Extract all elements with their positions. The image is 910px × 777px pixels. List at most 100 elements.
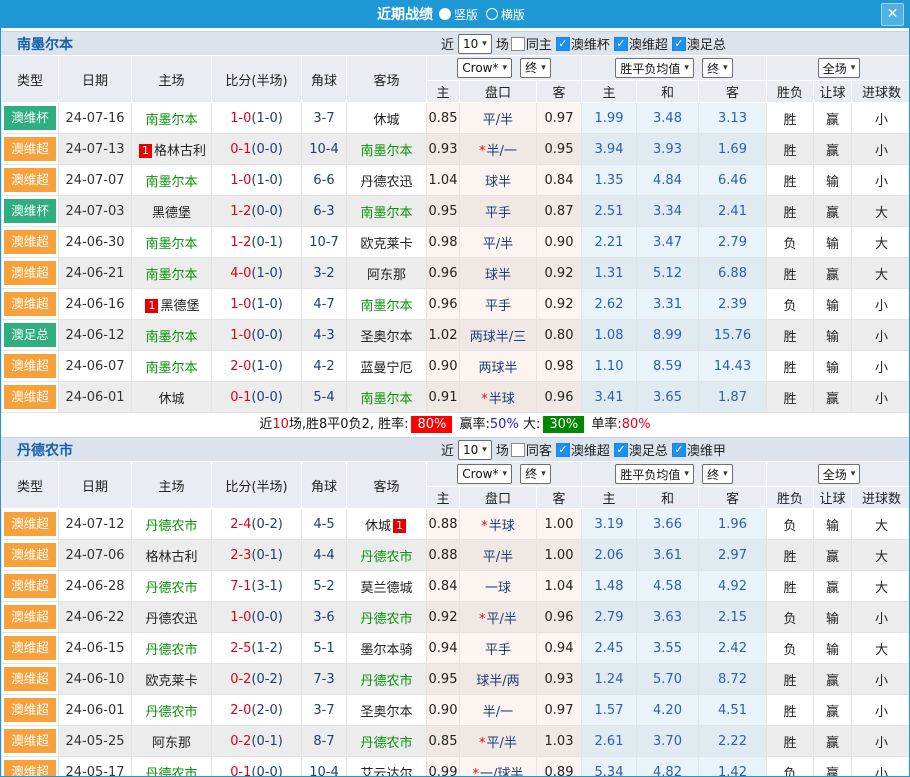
fulltime-select[interactable]: 全场 ▾ bbox=[817, 464, 861, 484]
home-odds: 0.90 bbox=[426, 350, 460, 382]
matches-count-select[interactable]: 10 ▾ bbox=[458, 439, 492, 460]
radio-vertical-layout[interactable] bbox=[438, 8, 451, 20]
col-date: 日期 bbox=[58, 55, 132, 103]
col-type: 类型 bbox=[1, 55, 59, 103]
odds-type-select[interactable]: 胜平负均值 ▾ bbox=[615, 464, 694, 484]
match-date: 24-07-06 bbox=[58, 539, 132, 571]
home-team: 黑德堡 bbox=[131, 195, 212, 227]
home-team: 丹德农市 bbox=[131, 694, 212, 726]
match-date: 24-05-25 bbox=[58, 725, 132, 757]
chevron-down-icon: ▾ bbox=[502, 469, 508, 480]
result-goals: 小 bbox=[851, 133, 909, 165]
filter-prefix-label: 近 bbox=[441, 444, 455, 459]
halftime-score: (0-2) bbox=[251, 671, 283, 687]
summary: 近10场,胜8平0负2, 胜率: 80% 赢率:50% 大: 30% 单率:80% bbox=[1, 413, 909, 437]
avg-draw-odds: 3.63 bbox=[636, 601, 699, 633]
sub-avg-away: 客 bbox=[697, 80, 768, 103]
league-cell: 澳维杯 bbox=[1, 102, 59, 134]
home-odds: 0.84 bbox=[426, 570, 460, 602]
result-goals: 大 bbox=[851, 257, 909, 289]
odds-type-select[interactable]: 胜平负均值 ▾ bbox=[615, 58, 694, 78]
result-handicap: 赢 bbox=[813, 570, 853, 602]
company-select[interactable]: Crow* ▾ bbox=[457, 58, 513, 79]
same-venue-checkbox[interactable] bbox=[510, 36, 525, 51]
divider bbox=[1, 28, 909, 31]
avg-home-odds: 1.99 bbox=[581, 102, 637, 134]
away-team: 丹德农迅 bbox=[346, 164, 427, 196]
league-checkbox-label: 澳足总 bbox=[686, 38, 726, 53]
filter-suffix-label: 场 bbox=[495, 38, 509, 53]
halftime-score: (1-2) bbox=[251, 640, 283, 656]
league-badge: 澳维超 bbox=[4, 760, 56, 776]
final-select-2[interactable]: 终 ▾ bbox=[702, 58, 733, 78]
titlebar: 近期战绩 竖版 横版 ✕ bbox=[1, 0, 909, 28]
league-badge: 澳维超 bbox=[4, 543, 56, 567]
avg-away-odds: 3.13 bbox=[697, 102, 768, 134]
matches-table: 类型 日期 主场 比分(半场) 角球 客场 Crow* ▾ 终 ▾ 胜平负均值 ▾ 终… bbox=[1, 461, 909, 777]
close-button[interactable]: ✕ bbox=[881, 3, 904, 26]
away-team-name: 艾云达尔 bbox=[360, 766, 413, 777]
league-checkbox[interactable]: ✓ bbox=[555, 442, 570, 457]
corners: 3-7 bbox=[301, 694, 347, 726]
final-select[interactable]: 终 ▾ bbox=[520, 463, 551, 484]
handicap-text: 平/半 bbox=[486, 611, 517, 627]
final-select[interactable]: 终 ▾ bbox=[520, 57, 551, 78]
avg-away-odds: 2.41 bbox=[697, 195, 768, 227]
result-goals: 小 bbox=[851, 601, 909, 633]
away-team: 丹德农市 bbox=[346, 663, 427, 695]
league-checkbox-label: 澳维杯 bbox=[570, 38, 610, 53]
league-checkbox[interactable]: ✓ bbox=[555, 36, 570, 51]
away-team: 休城 bbox=[346, 102, 427, 134]
result-handicap: 赢 bbox=[813, 381, 853, 413]
avg-draw-odds: 3.31 bbox=[636, 288, 699, 320]
match-score: 2-4(0-2) bbox=[211, 508, 302, 540]
league-cell: 澳维超 bbox=[1, 508, 59, 540]
league-checkbox[interactable]: ✓ bbox=[613, 442, 628, 457]
halftime-score: (2-0) bbox=[251, 702, 283, 718]
company-select[interactable]: Crow* ▾ bbox=[457, 464, 513, 485]
matches-count-select[interactable]: 10 ▾ bbox=[458, 33, 492, 54]
away-odds: 0.90 bbox=[536, 226, 582, 258]
red-card-badge: 1 bbox=[145, 298, 159, 313]
match-row: 澳维超 24-06-01 丹德农市 2-0(2-0) 3-7 圣奥尔本 0.90 半/一 0.9… bbox=[1, 694, 909, 726]
match-row: 澳维超 24-07-07 南墨尔本 1-0(1-0) 6-6 丹德农迅 1.04 球半 0.84… bbox=[1, 164, 909, 196]
dialog-title: 近期战绩 bbox=[376, 7, 433, 23]
team-title: 南墨尔本 bbox=[17, 36, 73, 53]
corners: 4-2 bbox=[301, 350, 347, 382]
away-team: 墨尔本骑 bbox=[346, 632, 427, 664]
result-outcome: 胜 bbox=[766, 381, 815, 413]
league-checkbox[interactable]: ✓ bbox=[613, 36, 628, 51]
avg-home-odds: 2.62 bbox=[581, 288, 637, 320]
league-checkbox-label: 澳足总 bbox=[628, 444, 668, 459]
avg-home-odds: 1.57 bbox=[581, 694, 637, 726]
handicap: 球半 bbox=[459, 257, 537, 289]
sub-letball: 让球 bbox=[813, 80, 853, 103]
avg-home-odds: 2.79 bbox=[581, 601, 637, 633]
away-team-name: 休城 bbox=[364, 518, 391, 534]
home-odds: 1.04 bbox=[426, 164, 460, 196]
col-date: 日期 bbox=[58, 461, 132, 509]
fulltime-select[interactable]: 全场 ▾ bbox=[817, 58, 861, 78]
avg-draw-odds: 4.20 bbox=[636, 694, 699, 726]
handicap-group-header: Crow* ▾ 终 ▾ bbox=[426, 461, 582, 487]
league-cell: 澳维超 bbox=[1, 632, 59, 664]
league-cell: 澳维超 bbox=[1, 694, 59, 726]
same-venue-checkbox[interactable] bbox=[510, 442, 525, 457]
match-date: 24-06-16 bbox=[58, 288, 132, 320]
radio-horizontal-layout[interactable] bbox=[486, 8, 498, 20]
result-handicap: 赢 bbox=[813, 539, 853, 571]
result-goals: 大 bbox=[851, 539, 909, 571]
avg-odds-group-header: 胜平负均值 ▾ 终 ▾ bbox=[580, 55, 768, 81]
league-badge: 澳维杯 bbox=[4, 199, 56, 223]
league-checkbox[interactable]: ✓ bbox=[671, 442, 686, 457]
handicap: *一/球半 bbox=[459, 756, 537, 776]
home-team: 丹德农市 bbox=[131, 632, 212, 664]
corners: 8-7 bbox=[301, 725, 347, 757]
league-badge: 澳维超 bbox=[4, 636, 56, 660]
league-checkbox[interactable]: ✓ bbox=[671, 36, 686, 51]
away-team: 圣奥尔本 bbox=[346, 319, 427, 351]
match-score: 1-2(0-0) bbox=[211, 195, 302, 227]
final-select-2[interactable]: 终 ▾ bbox=[702, 464, 733, 484]
summary-part: 近 bbox=[259, 417, 273, 432]
col-away: 客场 bbox=[346, 461, 427, 509]
